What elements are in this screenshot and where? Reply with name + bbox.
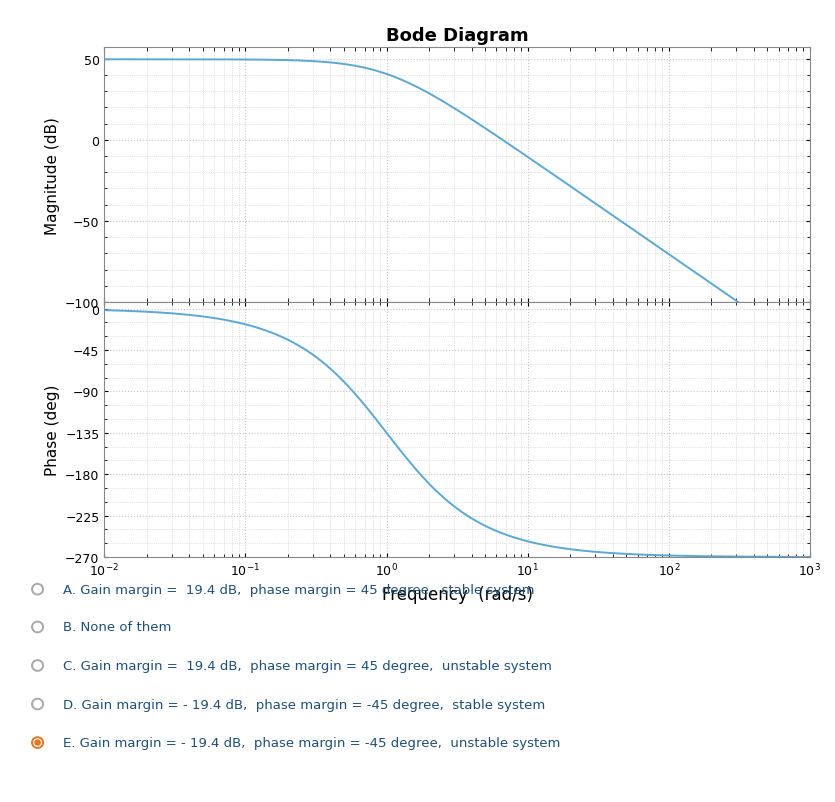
Y-axis label: Magnitude (dB): Magnitude (dB) [44,116,59,234]
Title: Bode Diagram: Bode Diagram [386,27,529,45]
X-axis label: Frequency  (rad/s): Frequency (rad/s) [382,585,533,604]
Text: A. Gain margin =  19.4 dB,  phase margin = 45 degree,  stable system: A. Gain margin = 19.4 dB, phase margin =… [63,583,534,596]
Y-axis label: Phase (deg): Phase (deg) [44,384,59,476]
Text: B. None of them: B. None of them [63,621,171,634]
Text: E. Gain margin = - 19.4 dB,  phase margin = -45 degree,  unstable system: E. Gain margin = - 19.4 dB, phase margin… [63,736,560,749]
Text: D. Gain margin = - 19.4 dB,  phase margin = -45 degree,  stable system: D. Gain margin = - 19.4 dB, phase margin… [63,698,545,711]
Text: C. Gain margin =  19.4 dB,  phase margin = 45 degree,  unstable system: C. Gain margin = 19.4 dB, phase margin =… [63,659,551,672]
